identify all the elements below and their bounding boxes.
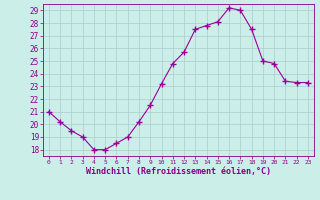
X-axis label: Windchill (Refroidissement éolien,°C): Windchill (Refroidissement éolien,°C)	[86, 167, 271, 176]
